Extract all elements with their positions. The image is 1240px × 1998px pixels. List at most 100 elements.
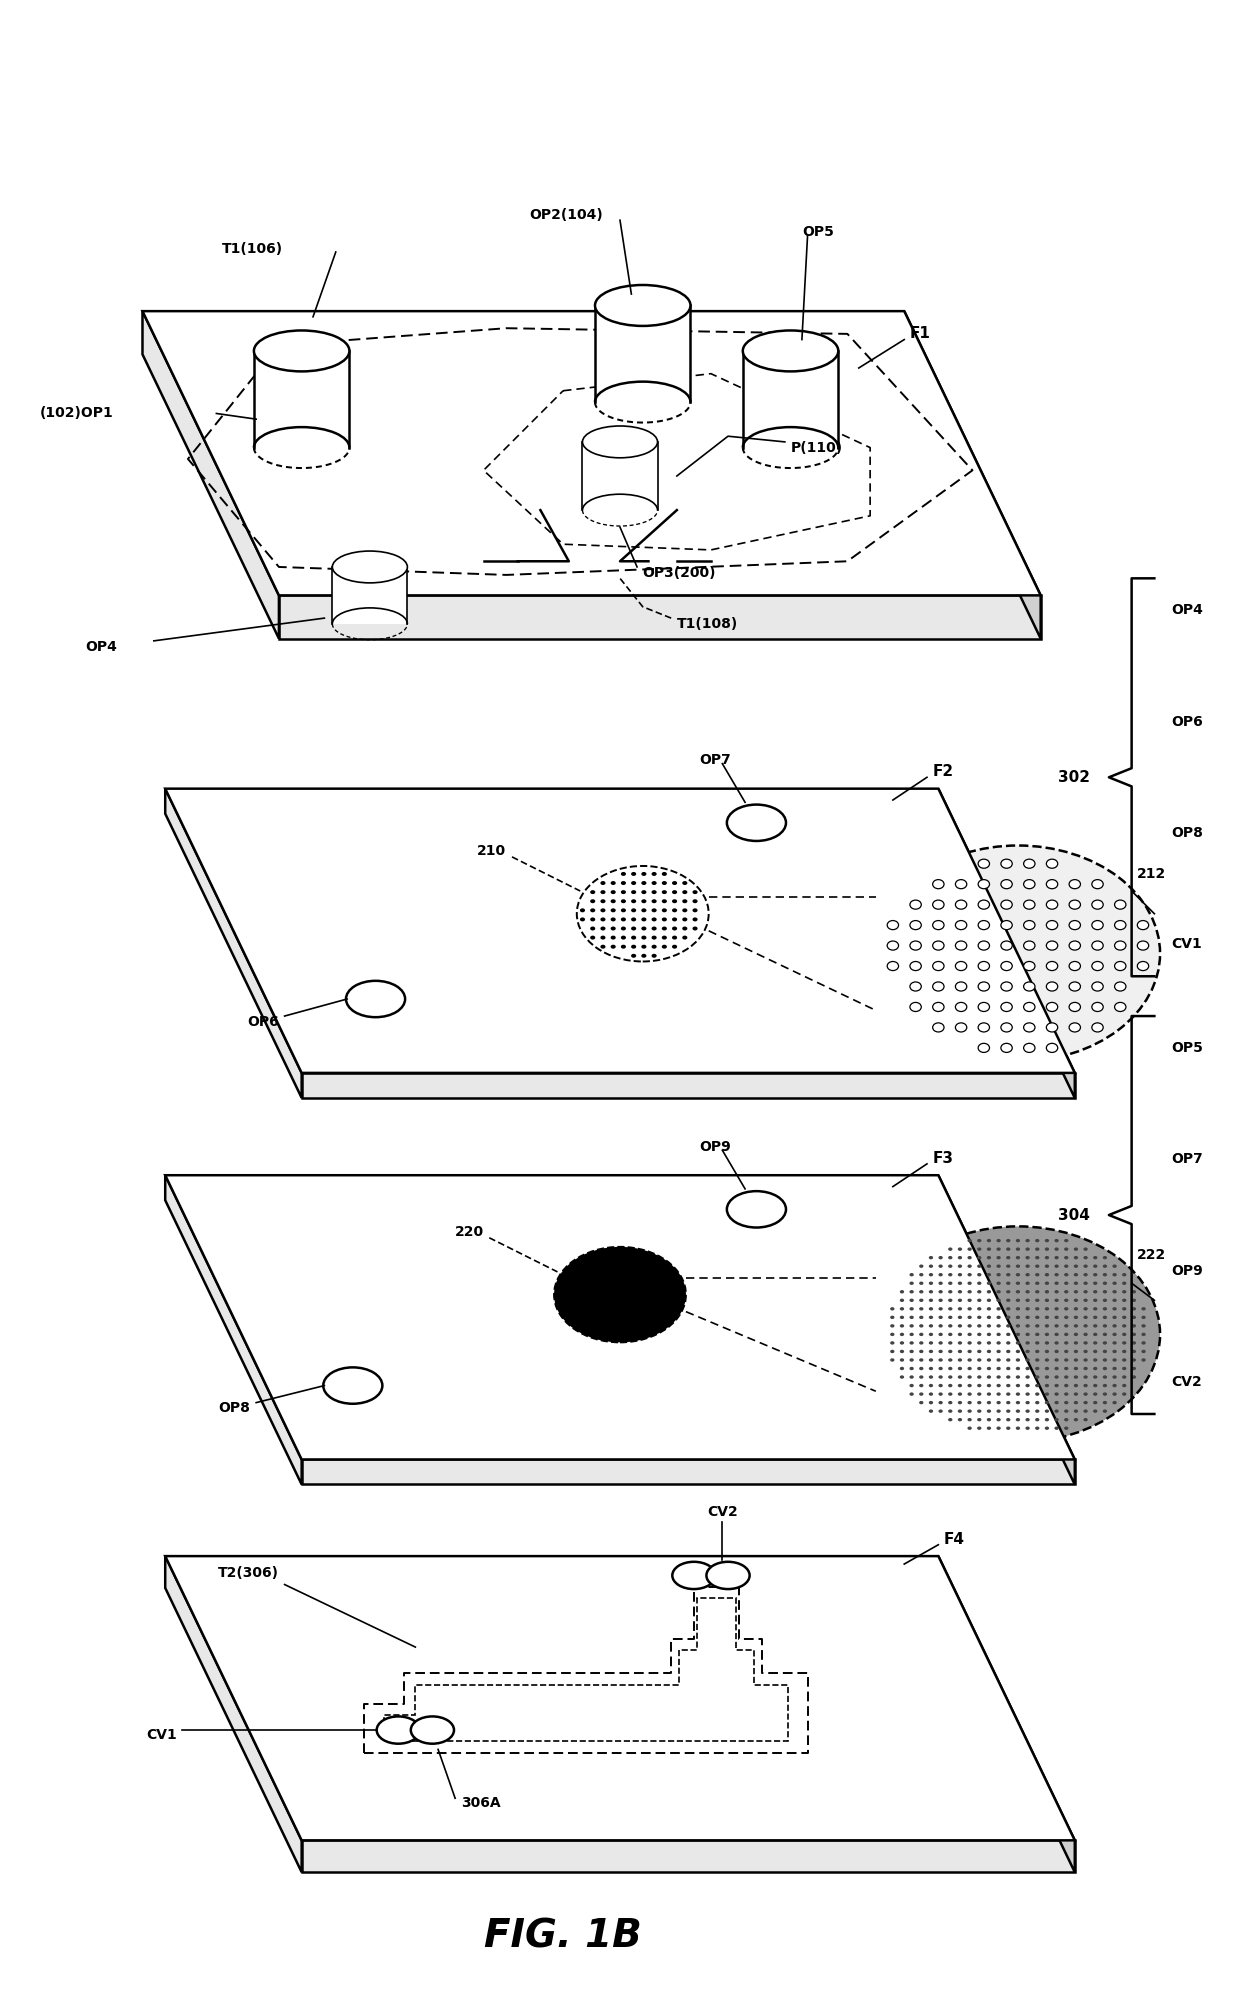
Ellipse shape	[997, 1341, 1001, 1345]
Ellipse shape	[1035, 1265, 1039, 1269]
Ellipse shape	[1001, 981, 1012, 991]
Ellipse shape	[987, 1419, 991, 1421]
Ellipse shape	[682, 935, 687, 939]
Ellipse shape	[1006, 1419, 1011, 1421]
Ellipse shape	[1102, 1401, 1107, 1405]
Ellipse shape	[1045, 1375, 1049, 1379]
Ellipse shape	[1132, 1307, 1136, 1311]
Polygon shape	[904, 312, 1040, 639]
Ellipse shape	[1016, 1299, 1021, 1303]
Ellipse shape	[997, 1299, 1001, 1303]
Ellipse shape	[939, 1341, 942, 1345]
Ellipse shape	[987, 1367, 991, 1371]
Ellipse shape	[932, 1023, 944, 1033]
Ellipse shape	[1064, 1351, 1069, 1353]
Ellipse shape	[641, 917, 646, 921]
Ellipse shape	[987, 1299, 991, 1303]
Ellipse shape	[900, 1351, 904, 1353]
Ellipse shape	[955, 961, 967, 971]
Ellipse shape	[997, 1247, 1001, 1251]
Ellipse shape	[651, 953, 657, 957]
Ellipse shape	[909, 1281, 914, 1285]
Ellipse shape	[1016, 1307, 1021, 1311]
Ellipse shape	[692, 917, 698, 921]
Ellipse shape	[997, 1291, 1001, 1293]
Ellipse shape	[1035, 1409, 1039, 1413]
Ellipse shape	[1122, 1393, 1126, 1397]
Ellipse shape	[890, 1351, 894, 1353]
Ellipse shape	[977, 1291, 981, 1293]
Ellipse shape	[1035, 1299, 1039, 1303]
Ellipse shape	[939, 1307, 942, 1311]
Ellipse shape	[1016, 1341, 1021, 1345]
Ellipse shape	[977, 1239, 981, 1243]
Ellipse shape	[929, 1315, 934, 1319]
Ellipse shape	[929, 1341, 934, 1345]
Ellipse shape	[1132, 1291, 1136, 1293]
Ellipse shape	[987, 1341, 991, 1345]
Text: OP8: OP8	[218, 1401, 250, 1415]
Polygon shape	[143, 312, 1040, 595]
Ellipse shape	[1054, 1273, 1059, 1277]
Ellipse shape	[1054, 1257, 1059, 1259]
Ellipse shape	[1084, 1351, 1087, 1353]
Ellipse shape	[949, 1315, 952, 1319]
Ellipse shape	[1047, 879, 1058, 889]
Ellipse shape	[1045, 1333, 1049, 1337]
Ellipse shape	[1102, 1291, 1107, 1293]
Ellipse shape	[1074, 1291, 1078, 1293]
Ellipse shape	[909, 1325, 914, 1327]
Ellipse shape	[919, 1351, 924, 1353]
Ellipse shape	[887, 941, 899, 951]
Ellipse shape	[1006, 1409, 1011, 1413]
Ellipse shape	[1006, 1299, 1011, 1303]
Polygon shape	[383, 1598, 789, 1742]
Ellipse shape	[651, 927, 657, 931]
Ellipse shape	[987, 1315, 991, 1319]
Ellipse shape	[957, 1385, 962, 1387]
Ellipse shape	[957, 1409, 962, 1413]
Ellipse shape	[1006, 1315, 1011, 1319]
Ellipse shape	[909, 1315, 914, 1319]
Ellipse shape	[929, 1325, 934, 1327]
Ellipse shape	[1016, 1333, 1021, 1337]
Ellipse shape	[1047, 859, 1058, 869]
Ellipse shape	[977, 1351, 981, 1353]
Text: OP7: OP7	[699, 753, 732, 767]
Ellipse shape	[631, 953, 636, 957]
Ellipse shape	[1122, 1273, 1126, 1277]
Text: OP4: OP4	[1172, 603, 1203, 617]
Ellipse shape	[1025, 1315, 1029, 1319]
Ellipse shape	[662, 871, 667, 875]
Ellipse shape	[682, 891, 687, 895]
Ellipse shape	[631, 909, 636, 913]
Ellipse shape	[955, 879, 967, 889]
Ellipse shape	[1141, 1351, 1146, 1353]
Ellipse shape	[1074, 1333, 1078, 1337]
Ellipse shape	[1112, 1333, 1117, 1337]
Ellipse shape	[997, 1239, 1001, 1243]
Ellipse shape	[1025, 1427, 1029, 1431]
Ellipse shape	[957, 1307, 962, 1311]
Ellipse shape	[1035, 1273, 1039, 1277]
Ellipse shape	[887, 961, 899, 971]
Ellipse shape	[997, 1257, 1001, 1259]
Ellipse shape	[997, 1401, 1001, 1405]
Ellipse shape	[909, 1273, 914, 1277]
Ellipse shape	[1045, 1427, 1049, 1431]
Ellipse shape	[1054, 1427, 1059, 1431]
Ellipse shape	[949, 1333, 952, 1337]
Ellipse shape	[1084, 1367, 1087, 1371]
Ellipse shape	[977, 1257, 981, 1259]
Ellipse shape	[590, 935, 595, 939]
Ellipse shape	[1102, 1273, 1107, 1277]
Ellipse shape	[987, 1239, 991, 1243]
Ellipse shape	[977, 1401, 981, 1405]
Ellipse shape	[1092, 899, 1104, 909]
Ellipse shape	[1064, 1291, 1069, 1293]
Ellipse shape	[919, 1265, 924, 1269]
Ellipse shape	[682, 909, 687, 913]
Ellipse shape	[1084, 1341, 1087, 1345]
Ellipse shape	[1045, 1359, 1049, 1363]
Ellipse shape	[651, 909, 657, 913]
